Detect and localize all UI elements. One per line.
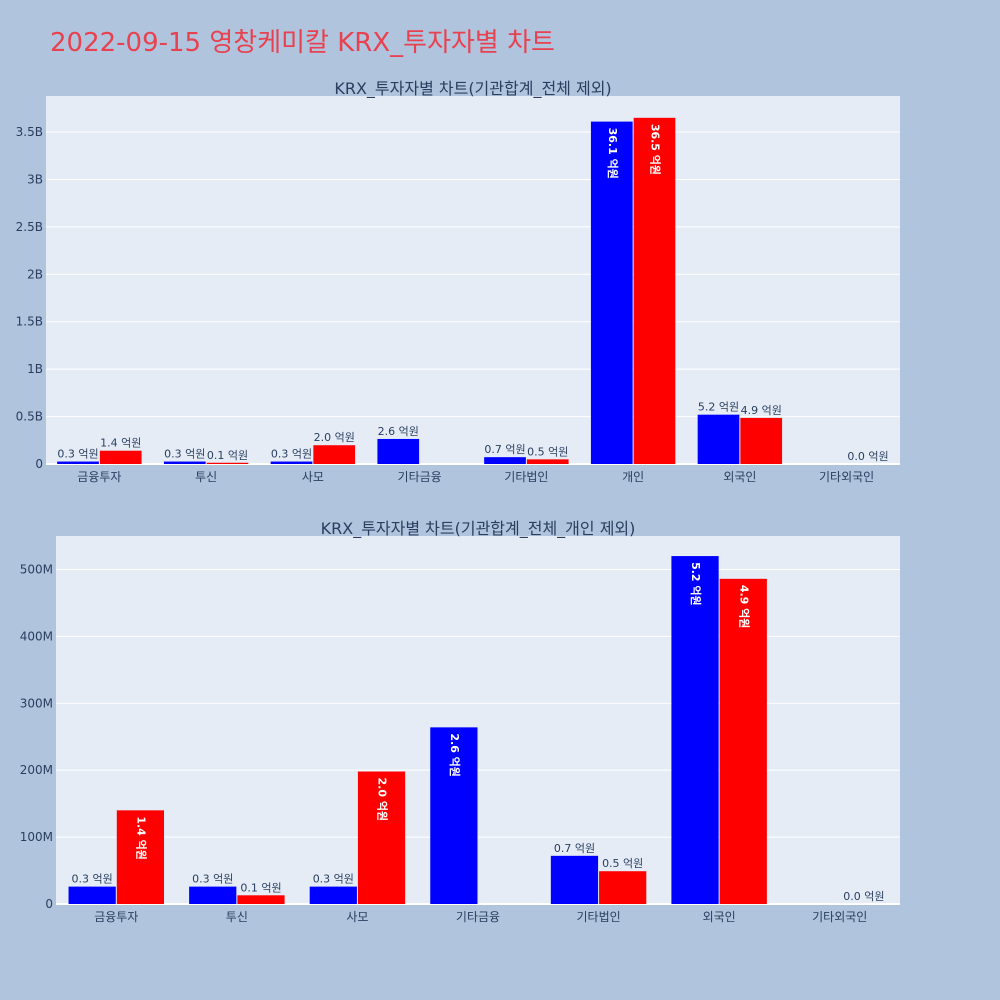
x-tick-label: 기타금융 bbox=[398, 470, 442, 484]
x-tick-label: 외국인 bbox=[723, 470, 756, 484]
y-tick-label: 300M bbox=[20, 696, 53, 710]
data-label: 0.7 억원 bbox=[484, 443, 525, 456]
data-label: 0.3 억원 bbox=[313, 873, 354, 886]
y-tick-label: 3.5B bbox=[16, 125, 43, 139]
data-label: 0.7 억원 bbox=[554, 842, 595, 855]
data-label: 0.0 억원 bbox=[847, 450, 888, 463]
y-tick-label: 3B bbox=[27, 172, 43, 186]
bar bbox=[430, 727, 478, 904]
chart-bottom: KRX_투자자별 차트(기관합계_전체_개인 제외) 0 100M 200M 300M 4… bbox=[20, 519, 900, 924]
x-tick-label: 기타법인 bbox=[504, 470, 548, 484]
chart-title: KRX_투자자별 차트(기관합계_전체 제외) bbox=[334, 79, 611, 99]
bar bbox=[68, 886, 116, 904]
bar bbox=[484, 457, 526, 464]
bar bbox=[671, 556, 719, 904]
data-label: 2.6 억원 bbox=[448, 733, 462, 777]
bar bbox=[526, 459, 569, 464]
bar bbox=[116, 810, 165, 904]
plot-area bbox=[56, 536, 900, 904]
bar bbox=[550, 855, 599, 904]
x-tick-label: 사모 bbox=[302, 470, 324, 484]
x-tick-label: 기타법인 bbox=[576, 910, 620, 924]
bar bbox=[270, 461, 313, 464]
data-label: 0.1 억원 bbox=[240, 881, 281, 894]
x-tick-label: 개인 bbox=[622, 470, 644, 484]
bar bbox=[189, 886, 237, 904]
x-tick-label: 기타외국인 bbox=[812, 910, 867, 924]
x-tick-label: 투신 bbox=[226, 910, 248, 924]
data-label: 0.1 억원 bbox=[207, 449, 248, 462]
chart-top: KRX_투자자별 차트(기관합계_전체 제외) 0 0.5B 1B 1.5B 2B 2.5B… bbox=[16, 79, 900, 484]
page-title: 2022-09-15 영창케미칼 KRX_투자자별 차트 bbox=[50, 28, 555, 58]
bar bbox=[309, 886, 357, 904]
x-tick-label: 외국인 bbox=[703, 910, 736, 924]
bar bbox=[57, 461, 99, 464]
y-tick-label: 1B bbox=[27, 362, 43, 376]
data-label: 0.0 억원 bbox=[843, 890, 884, 903]
data-label: 0.3 억원 bbox=[72, 873, 113, 886]
data-label: 0.3 억원 bbox=[57, 448, 98, 461]
data-label: 1.4 억원 bbox=[134, 816, 148, 860]
x-tick-label: 금융투자 bbox=[77, 470, 121, 484]
y-tick-label: 0 bbox=[45, 897, 53, 911]
bar bbox=[590, 121, 633, 464]
x-tick-label: 투신 bbox=[195, 470, 217, 484]
data-label: 0.3 억원 bbox=[271, 448, 312, 461]
bar bbox=[99, 450, 142, 464]
bar bbox=[377, 438, 420, 464]
y-tick-label: 1.5B bbox=[16, 315, 43, 329]
y-tick-label: 100M bbox=[20, 830, 53, 844]
x-tick-label: 금융투자 bbox=[94, 910, 138, 924]
data-label: 0.3 억원 bbox=[164, 448, 205, 461]
x-tick-label: 기타외국인 bbox=[819, 470, 874, 484]
data-label: 0.5 억원 bbox=[527, 445, 568, 458]
data-label: 4.9 억원 bbox=[741, 404, 782, 417]
bar bbox=[697, 414, 740, 464]
bar bbox=[313, 445, 356, 464]
y-tick-label: 2.5B bbox=[16, 220, 43, 234]
data-label: 2.0 억원 bbox=[376, 778, 390, 822]
y-tick-label: 400M bbox=[20, 629, 53, 643]
bar bbox=[599, 871, 647, 904]
data-label: 2.0 억원 bbox=[314, 431, 355, 444]
data-label: 4.9 억원 bbox=[737, 585, 751, 629]
y-tick-label: 0 bbox=[35, 457, 43, 471]
bar bbox=[633, 117, 676, 464]
bar bbox=[237, 895, 285, 904]
data-label: 36.5 억원 bbox=[648, 124, 662, 175]
data-label: 5.2 억원 bbox=[689, 562, 703, 606]
plot-area bbox=[46, 96, 900, 464]
data-label: 5.2 억원 bbox=[698, 401, 739, 414]
y-tick-label: 2B bbox=[27, 267, 43, 281]
y-tick-label: 0.5B bbox=[16, 410, 43, 424]
data-label: 2.6 억원 bbox=[378, 425, 419, 438]
y-tick-label: 500M bbox=[20, 562, 53, 576]
x-tick-label: 기타금융 bbox=[456, 910, 500, 924]
bar bbox=[719, 578, 767, 904]
chart-title: KRX_투자자별 차트(기관합계_전체_개인 제외) bbox=[321, 519, 636, 539]
data-label: 36.1 억원 bbox=[606, 128, 620, 179]
data-label: 0.3 억원 bbox=[192, 873, 233, 886]
y-tick-label: 200M bbox=[20, 763, 53, 777]
bar bbox=[740, 417, 783, 464]
bar bbox=[206, 462, 249, 464]
bar bbox=[357, 771, 406, 904]
bar bbox=[163, 461, 206, 464]
data-label: 0.5 억원 bbox=[602, 857, 643, 870]
x-tick-label: 사모 bbox=[346, 910, 368, 924]
data-label: 1.4 억원 bbox=[100, 437, 141, 450]
